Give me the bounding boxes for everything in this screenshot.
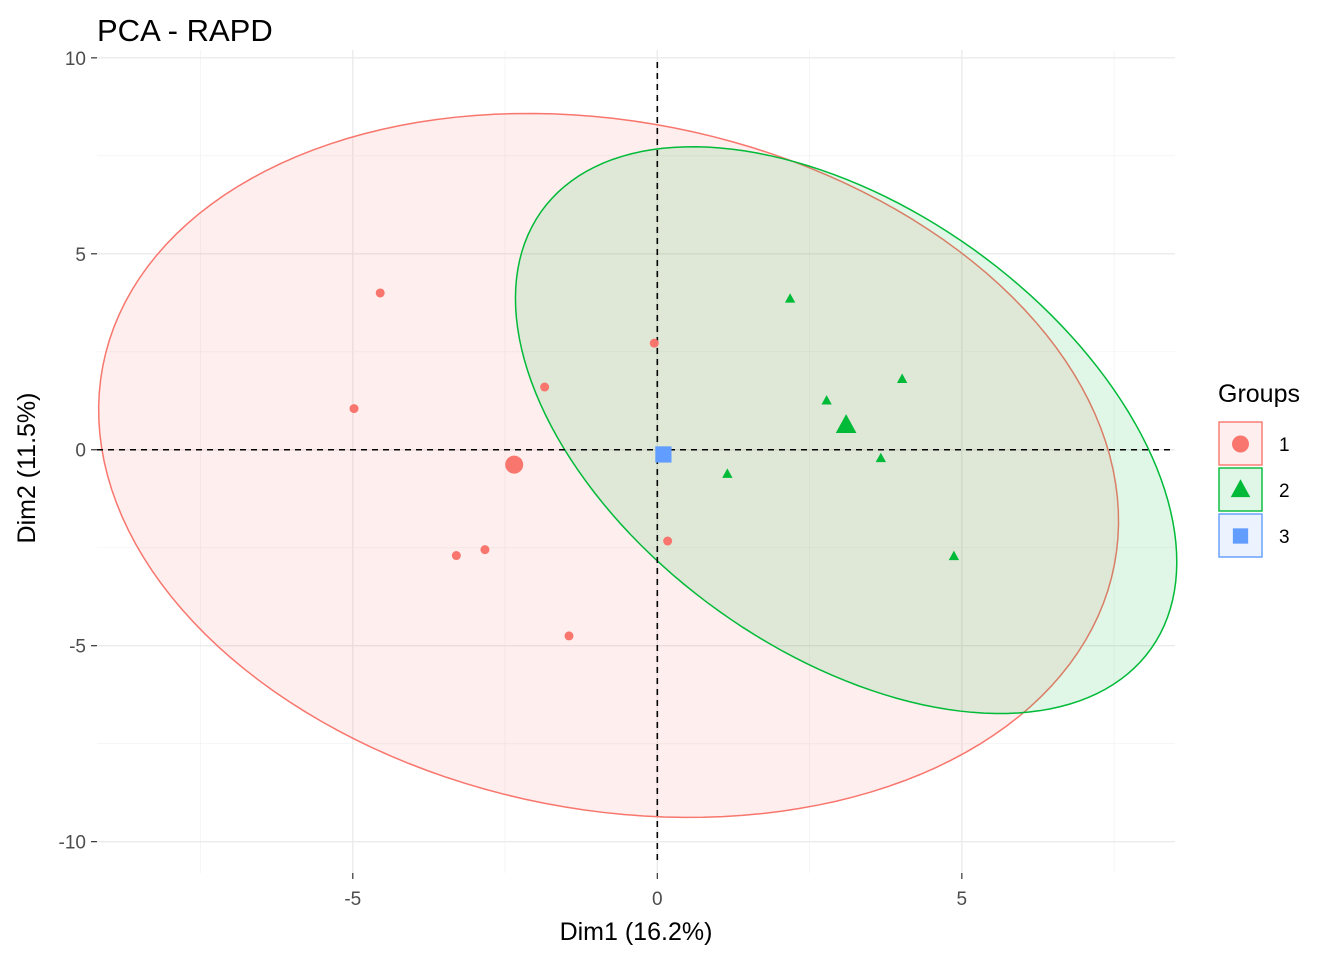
x-tick-label: -5 — [344, 889, 361, 910]
legend-marker-2 — [1230, 479, 1251, 498]
confidence-ellipses — [97, 112, 1178, 819]
legend-marker-3 — [1232, 528, 1249, 544]
chart-title: PCA - RAPD — [97, 13, 273, 48]
group-1-point — [375, 288, 385, 298]
group-2-point — [722, 468, 733, 478]
y-axis: -10 -5 0 5 10 — [59, 49, 97, 854]
data-points — [349, 288, 960, 641]
legend-title: Groups — [1218, 380, 1300, 408]
y-tick-label: -10 — [59, 833, 86, 854]
y-tick-label: -5 — [69, 637, 86, 658]
group-2-point — [875, 452, 887, 463]
group-1-centroid — [505, 455, 524, 474]
group-1-point — [663, 536, 673, 546]
group-3-centroid — [655, 446, 672, 463]
group-1-point — [649, 338, 659, 348]
y-axis-title: Dim2 (11.5%) — [13, 393, 41, 544]
group-1-point — [480, 545, 490, 555]
group-1-point — [540, 382, 550, 392]
x-tick-label: 5 — [957, 889, 968, 910]
group-2-point — [821, 395, 832, 405]
group-1-point — [451, 551, 461, 561]
plot-panel — [97, 50, 1178, 873]
legend-label: 3 — [1279, 527, 1290, 548]
legend: Groups 1 2 3 — [1218, 380, 1300, 558]
x-axis-title: Dim1 (16.2%) — [560, 918, 713, 946]
group-1-ellipse — [97, 112, 1120, 819]
x-tick-label: 0 — [652, 889, 663, 910]
x-axis: -5 0 5 — [344, 873, 967, 910]
legend-key-3 — [1218, 513, 1263, 558]
legend-label: 1 — [1279, 435, 1290, 456]
group-1-point — [564, 631, 574, 641]
group-2-point — [784, 293, 796, 303]
group-2-point — [948, 550, 960, 561]
group-1-point — [349, 404, 359, 414]
y-tick-label: 10 — [65, 49, 86, 70]
legend-marker-1 — [1232, 435, 1249, 453]
legend-label: 2 — [1279, 481, 1290, 502]
y-tick-label: 0 — [75, 441, 86, 462]
y-tick-label: 5 — [75, 245, 86, 266]
group-2-centroid — [835, 414, 857, 434]
group-2-point — [896, 373, 908, 383]
